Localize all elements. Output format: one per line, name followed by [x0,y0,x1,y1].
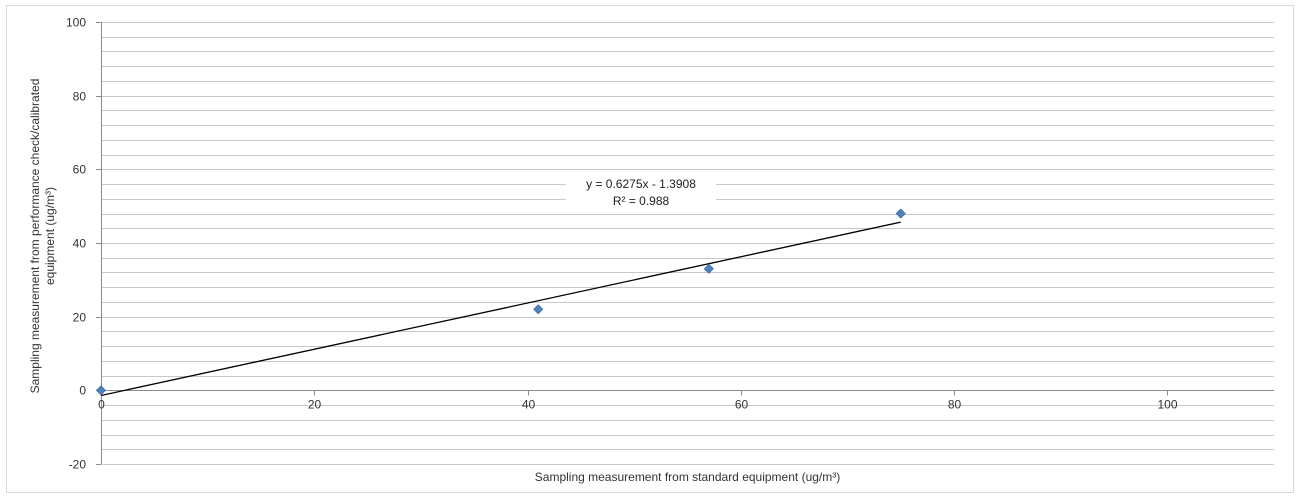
trendline-r-squared: R² = 0.988 [613,194,670,208]
data-point [95,385,107,396]
y-axis-title-line1: Sampling measurement from performance ch… [28,79,42,394]
y-tick-label: 100 [66,16,86,30]
y-tick-label: 0 [79,384,86,398]
y-axis-title: Sampling measurement from performance ch… [28,79,57,394]
chart-frame [6,5,1294,493]
trendline [100,221,901,397]
x-tick-label: 80 [948,398,962,412]
y-tick-label: 60 [73,163,87,177]
data-point [533,304,544,315]
data-point [895,208,906,219]
y-tick-label: 40 [73,237,87,251]
x-axis-title: Sampling measurement from standard equip… [535,470,840,484]
tick-labels: 0 20 40 60 80 100 -20 0 20 40 60 80 100 [66,16,1178,472]
data-points [95,208,906,396]
y-axis-title-line2: equipment (ug/m³) [43,187,57,285]
data-point [703,263,714,274]
trendline-label-background [566,175,716,211]
x-tick-label: 100 [1157,398,1177,412]
x-tick-label: 0 [98,398,105,412]
trendline-group [100,221,901,397]
x-tick-label: 40 [522,398,536,412]
gridlines [101,22,1274,465]
y-tick-label: 80 [73,90,87,104]
x-tick-label: 60 [735,398,749,412]
y-tick-label: 20 [73,311,87,325]
trendline-equation: y = 0.6275x - 1.3908 [586,177,696,191]
x-tick-label: 20 [308,398,322,412]
y-tick-label: -20 [69,458,87,472]
